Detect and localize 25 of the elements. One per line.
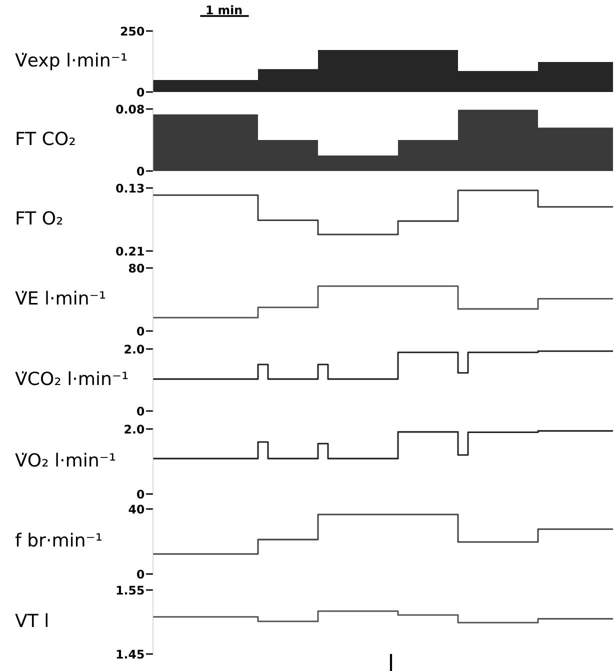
y-tick-label: 0.08 [116, 104, 144, 114]
y-tick-label: 0 [137, 570, 144, 579]
y-axis-title: f br·min⁻¹ [15, 532, 102, 547]
y-tick-label: 250 [120, 26, 144, 36]
y-axis-title: V̇exp l·min⁻¹ [15, 52, 127, 70]
y-tick-label: 0 [137, 490, 144, 499]
y-tick-label: 2.0 [124, 344, 144, 354]
y-tick-label: 2.0 [124, 424, 144, 434]
y-axis-title: FT CO₂ [16, 132, 75, 146]
y-tick-label: 0.21 [116, 246, 144, 256]
y-tick-label: 1.45 [116, 650, 144, 659]
y-tick-label: 0.13 [116, 184, 144, 193]
text: 1 min [206, 5, 242, 14]
y-tick-label: 0 [137, 326, 144, 336]
y-axis-title: VT l [15, 613, 48, 627]
y-axis-title: V̇CO₂ l·min⁻¹ [15, 371, 128, 386]
y-tick-label: 0 [137, 406, 144, 416]
y-axis-title: FT O₂ [16, 211, 62, 225]
y-tick-label: 0 [137, 166, 144, 176]
y-tick-label: 0 [137, 88, 144, 97]
y-tick-label: 1.55 [116, 586, 144, 595]
y-axis-title: V̇E l·min⁻¹ [15, 290, 106, 304]
y-axis-title: V̇O₂ l·min⁻¹ [15, 452, 116, 467]
y-tick-label: 40 [128, 504, 144, 514]
y-tick-label: 80 [128, 264, 144, 273]
